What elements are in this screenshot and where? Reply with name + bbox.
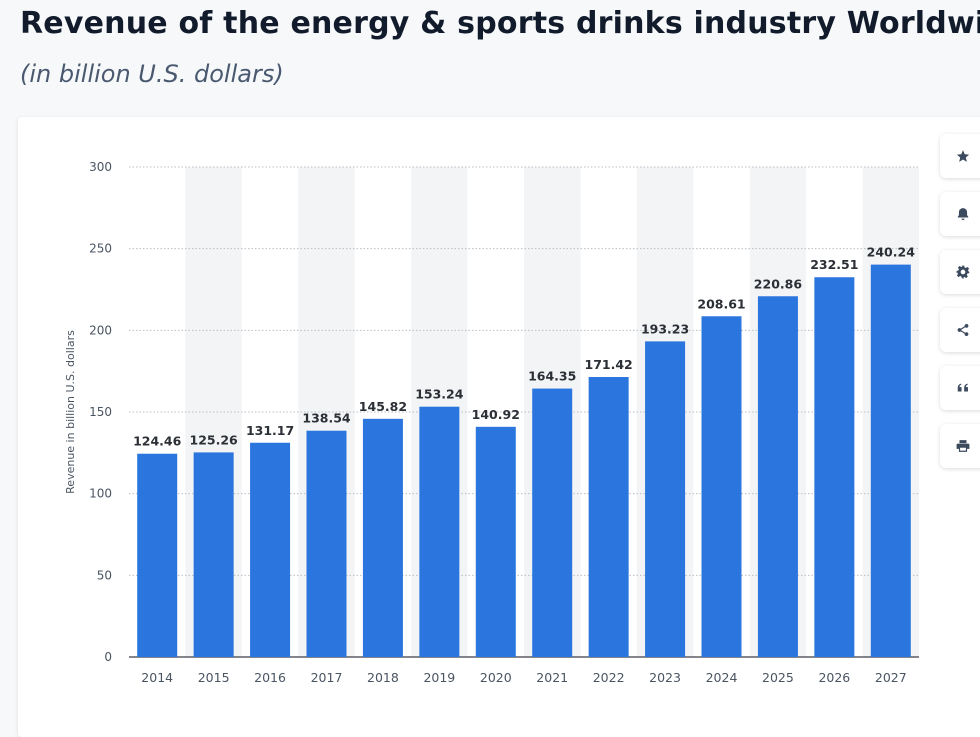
y-tick-label: 150 [89, 405, 112, 419]
share-button[interactable] [940, 308, 980, 352]
x-tick-label: 2021 [536, 670, 568, 685]
x-tick-label: 2026 [818, 670, 850, 685]
y-axis-label: Revenue in billion U.S. dollars [64, 330, 77, 494]
bar-2019[interactable] [419, 406, 460, 657]
bar-2016[interactable] [250, 442, 291, 657]
y-tick-label: 250 [89, 242, 112, 256]
bar-2018[interactable] [362, 418, 403, 657]
bar-2026[interactable] [814, 277, 855, 657]
y-tick-label: 0 [104, 650, 112, 664]
y-tick-label: 300 [89, 160, 112, 174]
x-tick-label: 2017 [311, 670, 343, 685]
value-label: 125.26 [190, 432, 239, 447]
value-label: 232.51 [810, 257, 858, 272]
x-tick-label: 2015 [198, 670, 230, 685]
chart-card: 0 50 100 150 200 250 300 Revenue in billion U.S… [18, 117, 980, 737]
value-label: 220.86 [754, 276, 803, 291]
x-tick-label: 2024 [706, 670, 738, 685]
x-tick-label: 2020 [480, 670, 512, 685]
x-tick-label: 2027 [875, 670, 907, 685]
bar-2014[interactable] [137, 453, 178, 657]
bell-icon [956, 207, 970, 221]
print-button[interactable] [940, 424, 980, 468]
value-label: 171.42 [585, 357, 633, 372]
bar-2024[interactable] [701, 316, 742, 657]
bar-2022[interactable] [588, 377, 629, 657]
x-tick-label: 2019 [423, 670, 455, 685]
bar-2017[interactable] [306, 430, 347, 657]
bar-2020[interactable] [475, 426, 516, 657]
print-icon [956, 439, 970, 453]
notification-button[interactable] [940, 192, 980, 236]
y-tick-label: 50 [97, 568, 112, 582]
value-label: 131.17 [246, 423, 294, 438]
value-label: 138.54 [302, 411, 351, 426]
quote-icon [956, 381, 970, 395]
page-title: Revenue of the energy & sports drinks in… [20, 6, 980, 41]
star-icon [956, 149, 970, 163]
value-label: 140.92 [472, 407, 520, 422]
page-subtitle: (in billion U.S. dollars) [20, 60, 284, 88]
value-label: 145.82 [359, 399, 407, 414]
bar-2021[interactable] [532, 388, 573, 657]
gear-icon [956, 265, 970, 279]
bar-chart: 0 50 100 150 200 250 300 Revenue in billion U.S… [64, 160, 919, 685]
value-label: 193.23 [641, 321, 689, 336]
x-tick-label: 2018 [367, 670, 399, 685]
x-tick-label: 2016 [254, 670, 286, 685]
bar-2015[interactable] [193, 452, 234, 657]
bar-2023[interactable] [645, 341, 686, 657]
cite-button[interactable] [940, 366, 980, 410]
x-tick-label: 2025 [762, 670, 794, 685]
y-tick-label: 100 [89, 487, 112, 501]
bar-2027[interactable] [870, 264, 911, 657]
value-label: 208.61 [697, 296, 745, 311]
x-tick-label: 2014 [141, 670, 173, 685]
bar-2025[interactable] [757, 296, 798, 657]
value-label: 153.24 [415, 387, 464, 402]
value-label: 240.24 [867, 245, 916, 260]
favorite-button[interactable] [940, 134, 980, 178]
value-label: 124.46 [133, 434, 182, 449]
share-icon [956, 323, 970, 337]
side-toolbar [940, 134, 980, 482]
x-tick-label: 2023 [649, 670, 681, 685]
y-tick-label: 200 [89, 323, 112, 337]
settings-button[interactable] [940, 250, 980, 294]
x-tick-label: 2022 [593, 670, 625, 685]
value-label: 164.35 [528, 369, 576, 384]
